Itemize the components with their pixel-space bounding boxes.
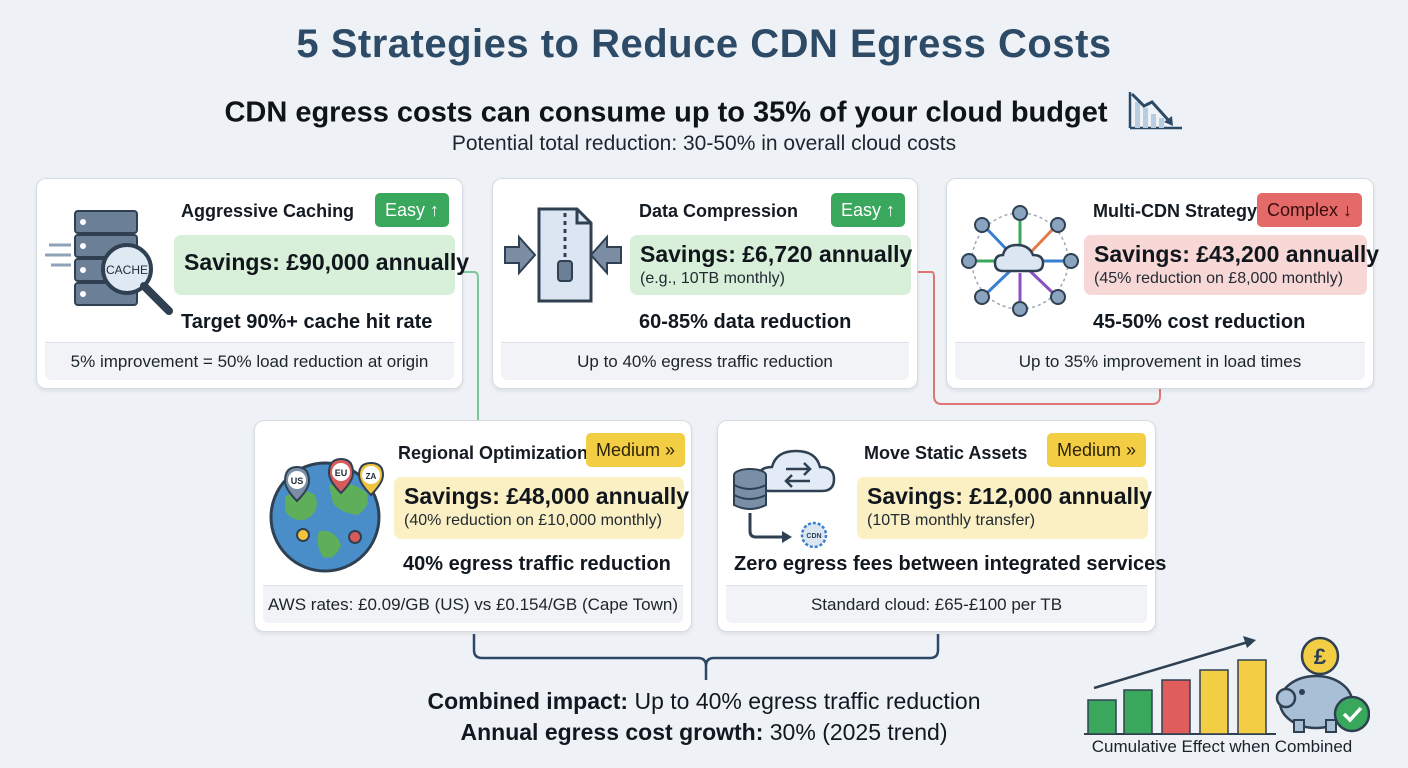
strategy-card-regional-optimization: US EU ZA Regional Optimization Medium » … — [254, 420, 692, 632]
strategy-card-aggressive-caching: CACHE Aggressive Caching Easy ↑ Savings:… — [36, 178, 470, 389]
savings-amount: Savings: £12,000 annually — [867, 483, 1153, 509]
subtitle-text: CDN egress costs can consume up to 35% o… — [224, 96, 1108, 129]
savings-box: Savings: £48,000 annually (40% reduction… — [394, 477, 690, 539]
difficulty-badge-medium: Medium » — [586, 433, 686, 467]
savings-amount: Savings: £43,200 annually — [1094, 241, 1380, 267]
strategy-metric: 45-50% cost reduction — [1093, 311, 1306, 333]
cumulative-bar — [1161, 679, 1191, 735]
trend-arrow-line — [1093, 640, 1249, 690]
annual-growth: Annual egress cost growth: 30% (2025 tre… — [0, 719, 1408, 746]
strategy-title: Aggressive Caching — [181, 201, 355, 221]
multi-cdn-network-icon — [955, 201, 1085, 326]
coin-symbol: £ — [1314, 644, 1327, 669]
savings-box: Savings: £12,000 annually (10TB monthly … — [857, 477, 1153, 539]
savings-note: (40% reduction on £10,000 monthly) — [404, 512, 662, 529]
cache-label: CACHE — [106, 263, 148, 277]
pin-za-label: ZA — [366, 472, 377, 481]
annual-growth-value: 30% (2025 trend) — [763, 719, 948, 745]
strategy-metric: 40% egress traffic reduction — [403, 553, 671, 575]
combined-impact-label: Combined impact: — [427, 688, 629, 714]
coin-icon: £ — [1300, 636, 1340, 676]
annual-growth-label: Annual egress cost growth: — [460, 719, 764, 745]
page-subtitle: CDN egress costs can consume up to 35% o… — [0, 88, 1408, 140]
savings-note: (45% reduction on £8,000 monthly) — [1094, 270, 1344, 287]
savings-amount: Savings: £6,720 annually — [640, 241, 913, 267]
compressed-file-icon — [503, 205, 623, 310]
strategy-metric: Target 90%+ cache hit rate — [181, 311, 433, 333]
cumulative-bar — [1237, 659, 1267, 735]
savings-box: Savings: £6,720 annually (e.g., 10TB mon… — [630, 235, 913, 295]
savings-note: (e.g., 10TB monthly) — [640, 270, 785, 287]
strategy-card-multi-cdn: Multi-CDN Strategy Complex ↓ Savings: £4… — [946, 178, 1380, 389]
difficulty-badge-medium: Medium » — [1047, 433, 1147, 467]
strategy-footer: Up to 40% egress traffic reduction — [501, 342, 909, 380]
strategy-title: Multi-CDN Strategy — [1093, 201, 1258, 221]
strategy-footer: 5% improvement = 50% load reduction at o… — [45, 342, 454, 380]
difficulty-badge-easy: Easy ↑ — [831, 193, 906, 227]
strategy-footer: AWS rates: £0.09/GB (US) vs £0.154/GB (C… — [263, 585, 683, 623]
strategy-title: Data Compression — [639, 201, 799, 221]
cache-server-icon: CACHE — [45, 207, 175, 322]
strategy-title: Regional Optimization — [398, 443, 589, 463]
strategy-card-data-compression: Data Compression Easy ↑ Savings: £6,720 … — [492, 178, 918, 389]
pin-us-label: US — [291, 476, 304, 486]
combined-impact-value: Up to 40% egress traffic reduction — [628, 688, 981, 714]
page-title: 5 Strategies to Reduce CDN Egress Costs — [296, 22, 1112, 66]
savings-box: Savings: £43,200 annually (45% reduction… — [1084, 235, 1380, 295]
check-badge-icon — [1333, 695, 1370, 733]
strategy-metric: Zero egress fees between integrated serv… — [734, 553, 1167, 575]
strategy-footer: Up to 35% improvement in load times — [955, 342, 1365, 380]
cumulative-bar — [1199, 669, 1229, 735]
savings-box: Savings: £90,000 annually — [174, 235, 470, 295]
strategy-title: Move Static Assets — [864, 443, 1028, 463]
cumulative-bar — [1087, 699, 1117, 735]
trend-arrow-head — [1243, 636, 1256, 648]
pin-eu-label: EU — [335, 468, 348, 478]
strategy-card-move-static-assets: CDN Move Static Assets Medium » Savings:… — [717, 420, 1166, 632]
difficulty-badge-complex: Complex ↓ — [1257, 193, 1363, 227]
down-trend-chart-icon — [1126, 88, 1184, 140]
savings-amount: Savings: £48,000 annually — [404, 483, 690, 509]
strategy-metric: 60-85% data reduction — [639, 311, 852, 333]
cdn-label: CDN — [806, 533, 821, 540]
cloud-storage-cdn-icon: CDN — [730, 441, 870, 556]
cumulative-effect-graphic: £ — [1084, 636, 1370, 735]
combined-impact: Combined impact: Up to 40% egress traffi… — [0, 688, 1408, 715]
cumulative-bar — [1123, 689, 1153, 735]
savings-amount: Savings: £90,000 annually — [184, 249, 470, 275]
globe-pins-icon: US EU ZA — [263, 445, 393, 580]
savings-note: (10TB monthly transfer) — [867, 512, 1036, 529]
strategy-footer: Standard cloud: £65-£100 per TB — [726, 585, 1147, 623]
cumulative-effect-label: Cumulative Effect when Combined — [1091, 737, 1353, 756]
difficulty-badge-easy: Easy ↑ — [375, 193, 450, 227]
potential-reduction: Potential total reduction: 30-50% in ove… — [451, 132, 957, 155]
